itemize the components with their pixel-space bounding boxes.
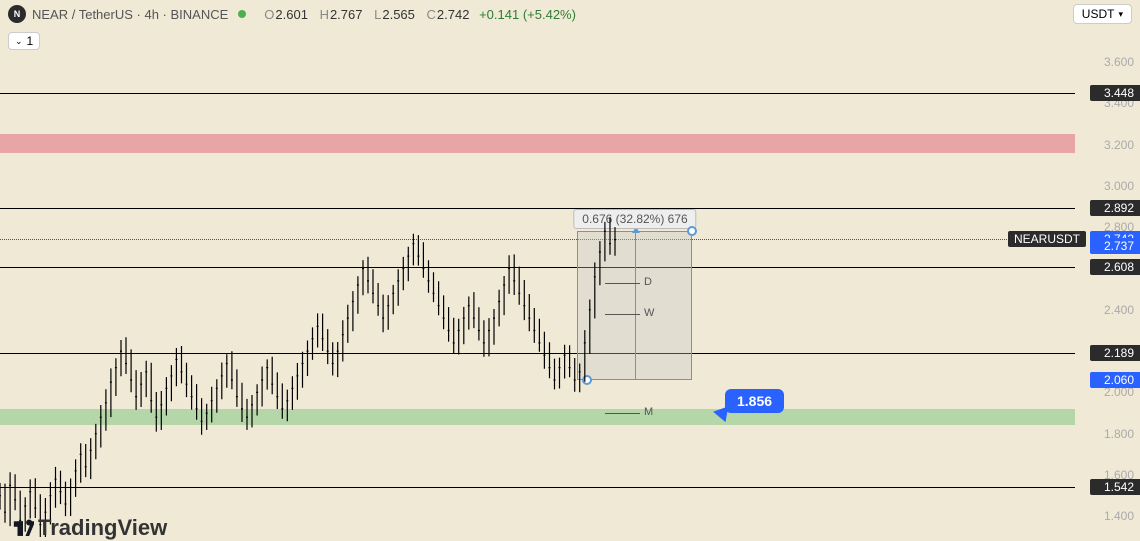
price-axis[interactable]: 3.6003.4003.2003.0002.8002.4002.0001.800… [1075, 0, 1140, 537]
price-label[interactable]: 2.892 [1090, 200, 1140, 216]
chevron-down-icon: ⌄ [15, 36, 23, 47]
tradingview-logo-icon [12, 517, 34, 539]
axis-tick: 3.200 [1104, 138, 1134, 152]
price-label[interactable]: 2.060 [1090, 372, 1140, 388]
price-label[interactable]: 1.542 [1090, 479, 1140, 495]
price-label[interactable]: 3.448 [1090, 85, 1140, 101]
tradingview-watermark: TradingView [12, 515, 167, 541]
axis-tick: 2.400 [1104, 303, 1134, 317]
axis-tick: 3.000 [1104, 179, 1134, 193]
chart-header: N NEAR / TetherUS · 4h · BINANCE O2.601 … [0, 0, 1140, 28]
chevron-down-icon: ▾ [1118, 9, 1123, 20]
quote-currency-button[interactable]: USDT ▾ [1073, 4, 1132, 24]
price-label[interactable]: 2.737 [1090, 238, 1140, 254]
ohlc-display: O2.601 H2.767 L2.565 C2.742 +0.141 (+5.4… [256, 7, 576, 22]
symbol-icon: N [8, 5, 26, 23]
chart-pane[interactable]: 0.676 (32.82%) 676DWM1.856 [0, 0, 1075, 537]
axis-tick: 1.800 [1104, 427, 1134, 441]
price-label[interactable]: 2.608 [1090, 259, 1140, 275]
symbol-price-label: NEARUSDT [1008, 231, 1086, 247]
market-status-dot [238, 10, 246, 18]
symbol-title[interactable]: NEAR / TetherUS · 4h · BINANCE [32, 7, 228, 22]
price-series [0, 0, 1075, 537]
axis-tick: 1.400 [1104, 509, 1134, 523]
indicator-toggle-button[interactable]: ⌄ 1 [8, 32, 40, 50]
price-label[interactable]: 2.189 [1090, 345, 1140, 361]
axis-tick: 3.600 [1104, 55, 1134, 69]
